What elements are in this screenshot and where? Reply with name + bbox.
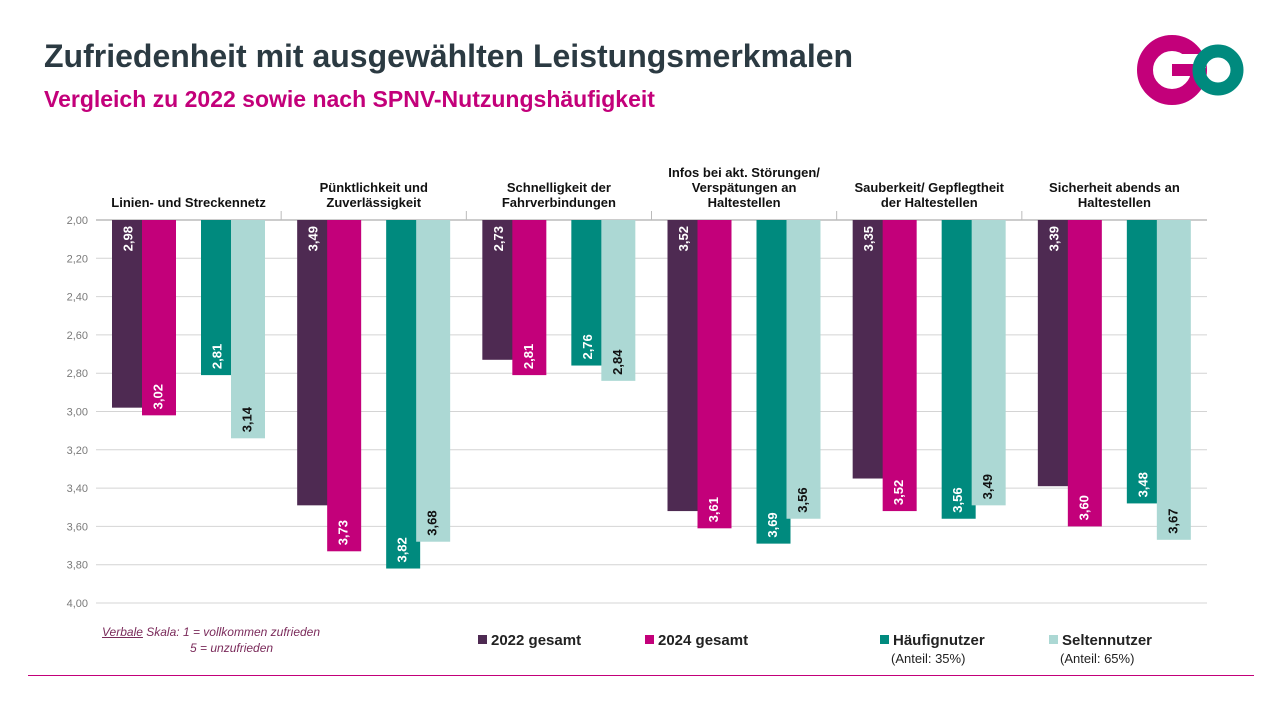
bar — [112, 220, 146, 408]
data-label: 2,81 — [209, 344, 224, 369]
bar — [971, 220, 1006, 506]
category-label: Zuverlässigkeit — [326, 195, 421, 210]
data-label: 3,69 — [765, 512, 780, 537]
bar — [941, 220, 976, 519]
data-label: 3,73 — [336, 520, 351, 545]
bar — [1126, 220, 1161, 504]
bar — [201, 220, 235, 376]
data-label: 3,82 — [395, 537, 410, 562]
category-label: Verspätungen an — [692, 180, 797, 195]
legend-item-selten: Seltennutzer — [1049, 632, 1152, 649]
bar — [667, 220, 702, 512]
scale-note-line2: 5 = unzufrieden — [190, 641, 274, 655]
legend-item-2024: 2024 gesamt — [645, 632, 748, 649]
category-label: Schnelligkeit der — [507, 180, 611, 195]
bar — [756, 220, 791, 544]
y-tick-label: 3,20 — [67, 445, 88, 457]
y-tick-label: 2,00 — [67, 215, 88, 227]
legend-label-haeufig: Häufignutzer — [893, 632, 985, 649]
bar — [786, 220, 821, 519]
data-label: 3,60 — [1076, 495, 1091, 520]
y-tick-label: 2,20 — [67, 253, 88, 265]
legend-label-selten: Seltennutzer — [1062, 632, 1153, 649]
category-label: Linien- und Streckennetz — [111, 195, 266, 210]
bar — [697, 220, 732, 529]
legend-label-2024: 2024 gesamt — [658, 632, 749, 649]
bar — [297, 220, 332, 506]
legend-item-2022: 2022 gesamt — [478, 632, 581, 649]
y-tick-label: 2,60 — [67, 330, 88, 342]
category-label: Haltestellen — [708, 195, 781, 210]
bar — [601, 220, 636, 381]
bar — [1156, 220, 1191, 540]
data-label: 3,56 — [795, 487, 810, 512]
legend-sub-haeufig: (Anteil: 35%) — [891, 651, 966, 666]
y-tick-label: 2,80 — [67, 368, 88, 380]
category-label: Infos bei akt. Störungen/ — [668, 165, 820, 180]
y-tick-label: 3,80 — [67, 560, 88, 572]
y-tick-label: 3,40 — [67, 483, 88, 495]
category-label: Pünktlichkeit und — [320, 180, 428, 195]
data-label: 2,84 — [610, 349, 625, 375]
data-label: 3,52 — [676, 226, 691, 251]
bar — [386, 220, 421, 569]
bar — [571, 220, 606, 366]
bar — [1037, 220, 1072, 487]
data-label: 3,48 — [1135, 472, 1150, 497]
data-label: 2,73 — [491, 226, 506, 251]
bar — [416, 220, 451, 542]
bar — [852, 220, 887, 479]
data-label: 3,61 — [706, 497, 721, 522]
scale-note-line1: Skala: 1 = vollkommen zufrieden — [142, 625, 321, 639]
bar — [482, 220, 517, 360]
category-label: Sauberkeit/ Gepflegtheit — [854, 180, 1004, 195]
page-subtitle: Vergleich zu 2022 sowie nach SPNV-Nutzun… — [44, 86, 655, 112]
data-label: 3,49 — [306, 226, 321, 251]
go-logo — [1137, 35, 1244, 105]
data-label: 3,68 — [425, 510, 440, 535]
data-label: 3,35 — [861, 226, 876, 251]
data-label: 3,67 — [1165, 508, 1180, 533]
y-tick-label: 3,60 — [67, 521, 88, 533]
scale-note-underlined: Verbale — [102, 625, 143, 639]
data-label: 3,39 — [1046, 226, 1061, 251]
y-tick-label: 4,00 — [67, 598, 88, 610]
data-label: 3,02 — [150, 384, 165, 409]
data-label: 2,98 — [120, 226, 135, 251]
bar — [512, 220, 547, 376]
bar — [1067, 220, 1102, 527]
y-tick-label: 3,00 — [67, 407, 88, 419]
bar — [882, 220, 917, 512]
legend-swatch-haeufig — [880, 635, 889, 644]
data-label: 2,81 — [521, 344, 536, 369]
scale-note: Verbale Skala: 1 = vollkommen zufrieden … — [102, 624, 320, 656]
data-label: 3,49 — [980, 474, 995, 499]
bar — [231, 220, 265, 439]
y-tick-label: 2,40 — [67, 292, 88, 304]
legend-item-haeufig: Häufignutzer — [880, 632, 985, 649]
bar — [142, 220, 176, 416]
category-label: Haltestellen — [1078, 195, 1151, 210]
legend-swatch-selten — [1049, 635, 1058, 644]
logo-o-ring — [1192, 44, 1244, 96]
data-label: 3,56 — [950, 487, 965, 512]
bottom-divider — [28, 675, 1254, 676]
category-label: der Haltestellen — [881, 195, 978, 210]
category-label: Sicherheit abends an — [1049, 180, 1180, 195]
data-label: 2,76 — [580, 334, 595, 359]
legend-swatch-2022 — [478, 635, 487, 644]
data-label: 3,14 — [239, 406, 254, 432]
data-label: 3,52 — [891, 480, 906, 505]
page-title: Zufriedenheit mit ausgewählten Leistungs… — [44, 38, 854, 74]
category-label: Fahrverbindungen — [502, 195, 616, 210]
legend-label-2022: 2022 gesamt — [491, 632, 582, 649]
legend-swatch-2024 — [645, 635, 654, 644]
bar — [327, 220, 362, 552]
legend-sub-selten: (Anteil: 65%) — [1060, 651, 1135, 666]
